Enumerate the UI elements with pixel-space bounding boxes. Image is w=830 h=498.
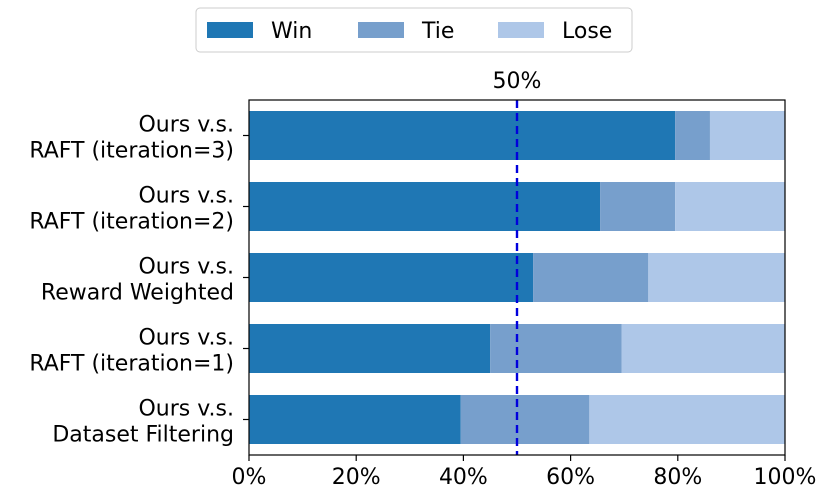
x-tick-label: 100% <box>754 465 817 490</box>
bar-tie-3 <box>490 324 622 373</box>
x-tick-label: 80% <box>653 465 702 490</box>
bar-win-3 <box>249 324 491 373</box>
bar-lose-2 <box>648 253 785 302</box>
category-label-line: Ours v.s. <box>138 255 234 280</box>
category-label-line: Ours v.s. <box>138 184 234 209</box>
x-tick-label: 40% <box>439 465 488 490</box>
category-label-line: Dataset Filtering <box>52 423 234 448</box>
legend-label-tie: Tie <box>421 19 454 44</box>
bar-lose-3 <box>621 324 785 373</box>
bar-lose-1 <box>675 182 785 231</box>
category-label: Ours v.s. Reward Weighted <box>41 255 234 306</box>
category-label: Ours v.s. RAFT (iteration=1) <box>29 326 234 377</box>
bar-lose-4 <box>589 395 785 444</box>
category-label: Ours v.s. Dataset Filtering <box>52 397 234 448</box>
bar-tie-0 <box>675 111 710 160</box>
reference-line-label: 50% <box>493 69 542 94</box>
x-tick-label: 60% <box>546 465 595 490</box>
category-label-line: Ours v.s. <box>138 326 234 351</box>
x-tick-label: 0% <box>232 465 267 490</box>
bars-group <box>249 111 785 444</box>
bar-lose-0 <box>709 111 785 160</box>
category-label-line: RAFT (iteration=1) <box>29 352 234 377</box>
legend-label-win: Win <box>271 19 312 44</box>
x-axis: 0% 20% 40% 60% 80% 100% <box>232 455 817 490</box>
bar-tie-2 <box>533 253 649 302</box>
legend-label-lose: Lose <box>562 19 612 44</box>
category-label: Ours v.s. RAFT (iteration=3) <box>29 113 234 164</box>
bar-win-4 <box>249 395 461 444</box>
bar-win-0 <box>249 111 676 160</box>
reference-line-group: 50% <box>493 69 542 455</box>
bar-win-2 <box>249 253 534 302</box>
category-label-line: RAFT (iteration=2) <box>29 210 234 235</box>
bar-tie-4 <box>460 395 590 444</box>
category-label: Ours v.s. RAFT (iteration=2) <box>29 184 234 235</box>
legend: Win Tie Lose <box>195 7 633 53</box>
legend-swatch-lose <box>498 22 544 38</box>
legend-box <box>195 7 633 53</box>
category-label-line: RAFT (iteration=3) <box>29 139 234 164</box>
bar-win-1 <box>249 182 601 231</box>
category-label-line: Ours v.s. <box>138 397 234 422</box>
legend-swatch-win <box>207 22 253 38</box>
legend-swatch-tie <box>358 22 404 38</box>
y-axis: Ours v.s. RAFT (iteration=3)Ours v.s. RAFT… <box>29 113 249 448</box>
category-label-line: Reward Weighted <box>41 281 234 306</box>
x-tick-label: 20% <box>332 465 381 490</box>
bar-tie-1 <box>600 182 676 231</box>
category-label-line: Ours v.s. <box>138 113 234 138</box>
